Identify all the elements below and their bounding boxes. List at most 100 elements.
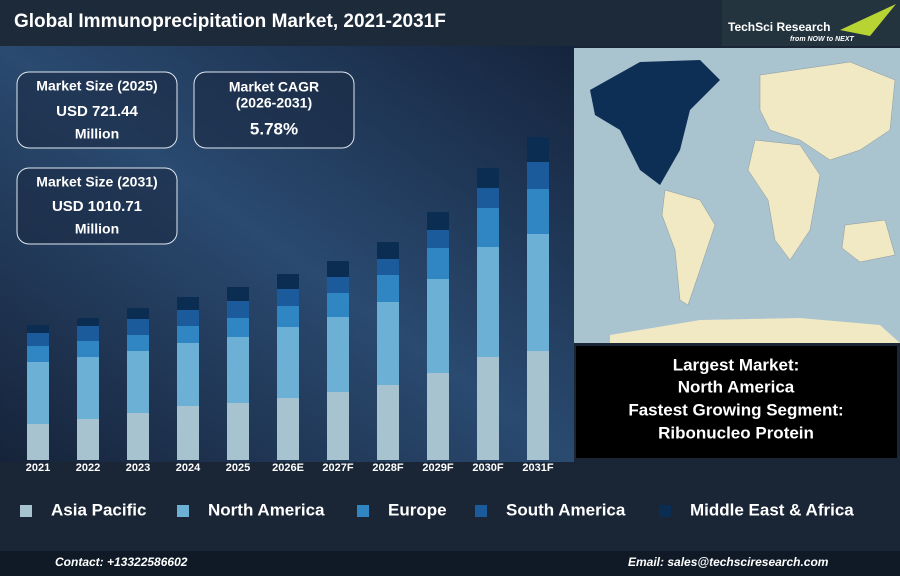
- x-tick-label: 2028F: [372, 462, 403, 474]
- africa: [747, 139, 821, 261]
- stat-box: [16, 71, 178, 149]
- australia: [841, 219, 896, 263]
- highlight-line: Fastest Growing Segment:: [628, 400, 843, 419]
- legend-label: Middle East & Africa: [690, 500, 854, 519]
- bar-segment: [177, 343, 199, 406]
- bar-segment: [127, 335, 149, 351]
- bar-segment: [427, 212, 449, 230]
- bar-segment: [427, 279, 449, 373]
- x-tick-label: 2021: [26, 462, 50, 474]
- bar-segment: [277, 274, 299, 289]
- x-tick-label: 2031F: [522, 462, 553, 474]
- logo-tagline: from NOW to NEXT: [790, 36, 854, 43]
- bar-segment: [127, 319, 149, 335]
- x-tick-label: 2024: [176, 462, 201, 474]
- x-tick-label: 2022: [76, 462, 100, 474]
- stat-label: Market Size (2031): [36, 174, 157, 190]
- bar-segment: [377, 302, 399, 385]
- bar-segment: [527, 234, 549, 351]
- footer-email: Email: sales@techsciresearch.com: [628, 555, 829, 569]
- title: Global Immunoprecipitation Market, 2021-…: [14, 11, 446, 32]
- highlight-line: Largest Market:: [673, 355, 800, 374]
- bar-segment: [77, 326, 99, 341]
- legend-label: Asia Pacific: [51, 500, 146, 519]
- bar-segment: [477, 188, 499, 208]
- legend-swatch: [177, 505, 189, 517]
- bar-segment: [177, 326, 199, 343]
- legend-swatch: [20, 505, 32, 517]
- bar-segment: [277, 306, 299, 327]
- bar-segment: [27, 424, 49, 460]
- legend-label: Europe: [388, 500, 447, 519]
- bar-segment: [277, 289, 299, 306]
- bar-segment: [27, 346, 49, 362]
- south-america: [661, 189, 716, 306]
- x-tick-label: 2027F: [322, 462, 353, 474]
- bar-segment: [327, 261, 349, 277]
- stat-label: Market Size (2025): [36, 78, 157, 94]
- bar-segment: [527, 137, 549, 162]
- bar-segment: [477, 247, 499, 357]
- highlight-box: [576, 346, 897, 458]
- bar-segment: [227, 337, 249, 403]
- bar-segment: [477, 168, 499, 188]
- bar-segment: [227, 287, 249, 301]
- bar-segment: [377, 275, 399, 302]
- x-tick-label: 2025: [226, 462, 250, 474]
- bar-segment: [327, 317, 349, 392]
- bar-segment: [277, 327, 299, 398]
- footer-bar: [0, 551, 900, 576]
- eurasia: [759, 61, 896, 161]
- bar-segment: [177, 297, 199, 310]
- bar-segment: [327, 392, 349, 460]
- bar-segment: [227, 301, 249, 318]
- bar-segment: [527, 162, 549, 189]
- legend-swatch: [475, 505, 487, 517]
- stat-unit: Million: [75, 126, 119, 142]
- bar-segment: [527, 189, 549, 234]
- bar-segment: [377, 259, 399, 275]
- north-america: [590, 60, 720, 185]
- x-tick-label: 2023: [126, 462, 150, 474]
- x-tick-label: 2026E: [272, 462, 304, 474]
- bar-segment: [327, 277, 349, 293]
- bar-segment: [27, 325, 49, 333]
- bar-segment: [377, 385, 399, 460]
- highlight-line: Ribonucleo Protein: [658, 423, 814, 442]
- bar-segment: [427, 230, 449, 248]
- bar-segment: [327, 293, 349, 317]
- stat-label: Market CAGR: [229, 79, 319, 95]
- bar-segment: [427, 373, 449, 460]
- bar-segment: [27, 333, 49, 346]
- bar-segment: [127, 308, 149, 319]
- footer-contact: Contact: +13322586602: [55, 555, 188, 569]
- bar-segment: [77, 419, 99, 460]
- logo-arrow: [840, 4, 896, 36]
- bar-segment: [177, 406, 199, 460]
- bar-segment: [127, 413, 149, 460]
- bar-segment: [27, 362, 49, 424]
- bar-segment: [477, 357, 499, 460]
- bar-segment: [427, 248, 449, 279]
- bar-segment: [227, 403, 249, 460]
- antarctica: [610, 318, 900, 343]
- bar-segment: [477, 208, 499, 247]
- bar-segment: [77, 357, 99, 419]
- stat-period: (2026-2031): [236, 95, 312, 111]
- legend-label: South America: [506, 500, 626, 519]
- stat-unit: Million: [75, 221, 119, 237]
- bar-segment: [377, 242, 399, 259]
- bar-segment: [177, 310, 199, 326]
- bar-segment: [227, 318, 249, 337]
- legend-label: North America: [208, 500, 325, 519]
- stat-value: USD 721.44: [56, 103, 138, 120]
- legend-swatch: [659, 505, 671, 517]
- bar-segment: [277, 398, 299, 460]
- bar-segment: [527, 351, 549, 460]
- bar-segment: [77, 341, 99, 357]
- highlight-line: North America: [678, 377, 795, 396]
- stat-value: USD 1010.71: [52, 198, 142, 215]
- x-tick-label: 2029F: [422, 462, 453, 474]
- stat-value: 5.78%: [250, 119, 298, 138]
